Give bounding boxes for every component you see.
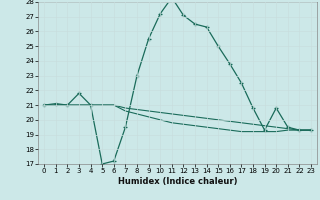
X-axis label: Humidex (Indice chaleur): Humidex (Indice chaleur) bbox=[118, 177, 237, 186]
